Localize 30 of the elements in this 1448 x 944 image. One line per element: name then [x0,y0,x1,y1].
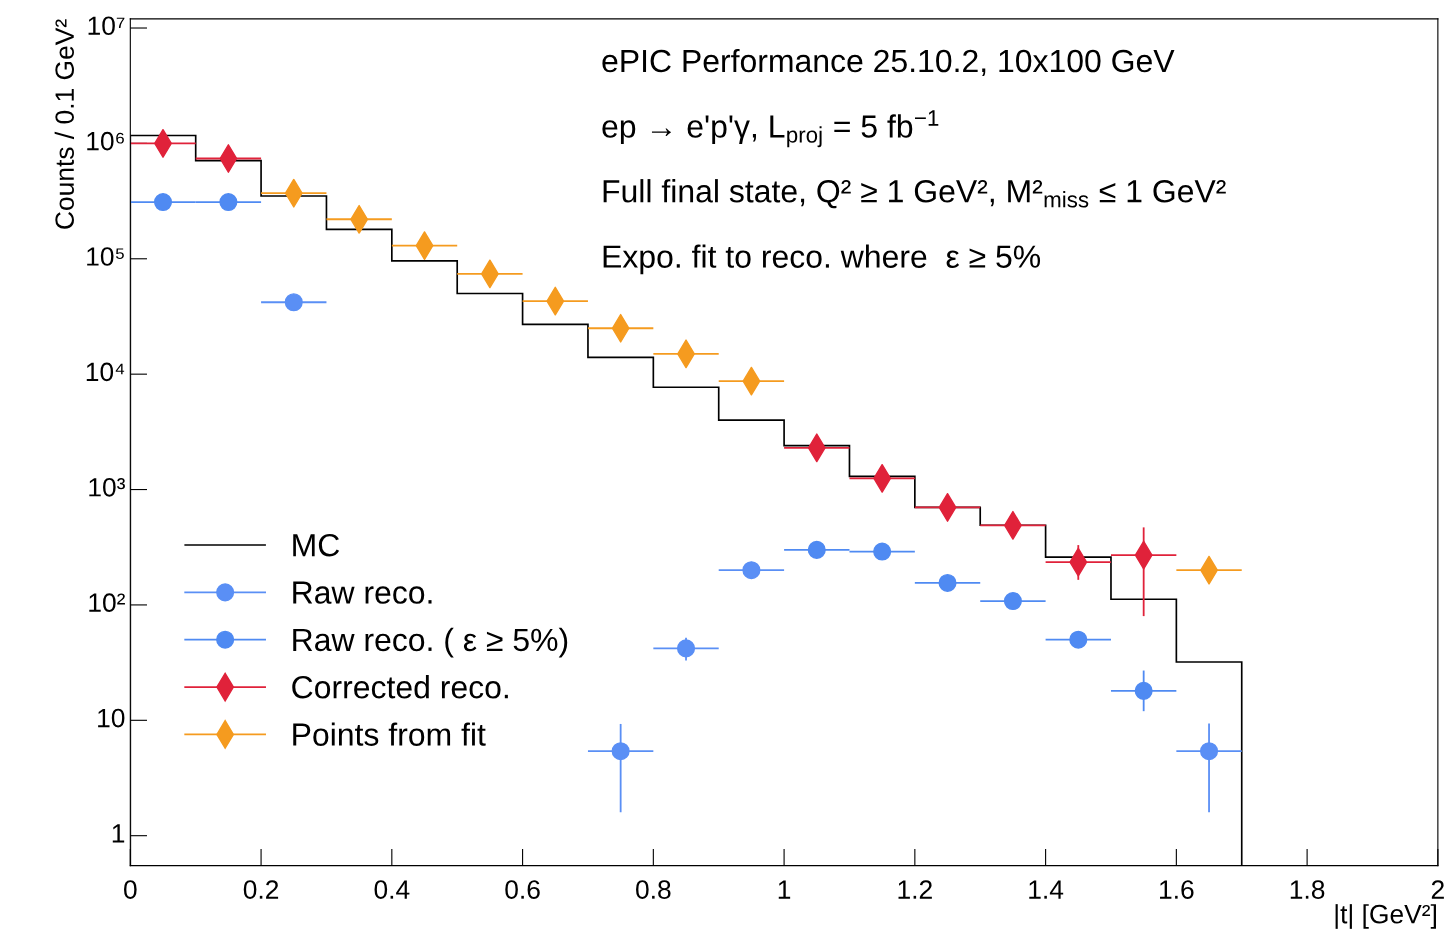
x-tick-label: 2 [1431,880,1444,899]
x-tick-label: 0.8 [636,880,671,899]
legend-label: MC [293,533,340,557]
x-axis-title: |t| [GeV²] [1335,904,1436,929]
x-tick-label: 1 [778,880,791,899]
x-tick-label: 1.4 [1029,880,1064,899]
y-tick-label: 1 [112,824,125,843]
y-tick-label: 10² [89,593,125,613]
x-tick-label: 0.4 [374,880,410,899]
y-tick-label: 10⁷ [88,16,125,36]
legend-label: Raw reco. ( ε ≥ 5%) [293,627,568,658]
y-tick-label: 10⁴ [86,362,125,382]
legend-label: Raw reco. [293,581,432,604]
y-tick-label: 10 [98,708,125,728]
x-tick-label: 1.6 [1160,880,1194,899]
x-tick-label: 0.6 [505,880,540,899]
y-tick-label: 10³ [89,477,125,497]
x-tick-label: 0 [124,880,137,899]
y-axis-title: Counts / 0.1 GeV² [54,19,74,229]
annotation: ep → e'p'γ, L$_{proj}$ = 5 fb$^{−1}$ [602,110,939,148]
y-tick-label: 10⁵ [87,247,124,266]
legend-label: Points from fit [293,722,486,746]
annotation: Full final state, Q² ≥ 1 GeV², M²$_{miss}$ ≤ 1 GeV² [603,179,1226,209]
y-tick-label: 10⁶ [87,131,124,151]
annotation: ePIC Performance 25.10.2, 10x100 GeV [602,48,1175,77]
x-tick-label: 0.2 [243,880,279,899]
annotation: Expo. fit to reco. where ε ≥ 5% [603,244,1041,275]
x-tick-label: 1.8 [1290,880,1325,899]
x-tick-label: 1.2 [898,880,932,899]
legend-label: Corrected reco. [292,675,508,699]
